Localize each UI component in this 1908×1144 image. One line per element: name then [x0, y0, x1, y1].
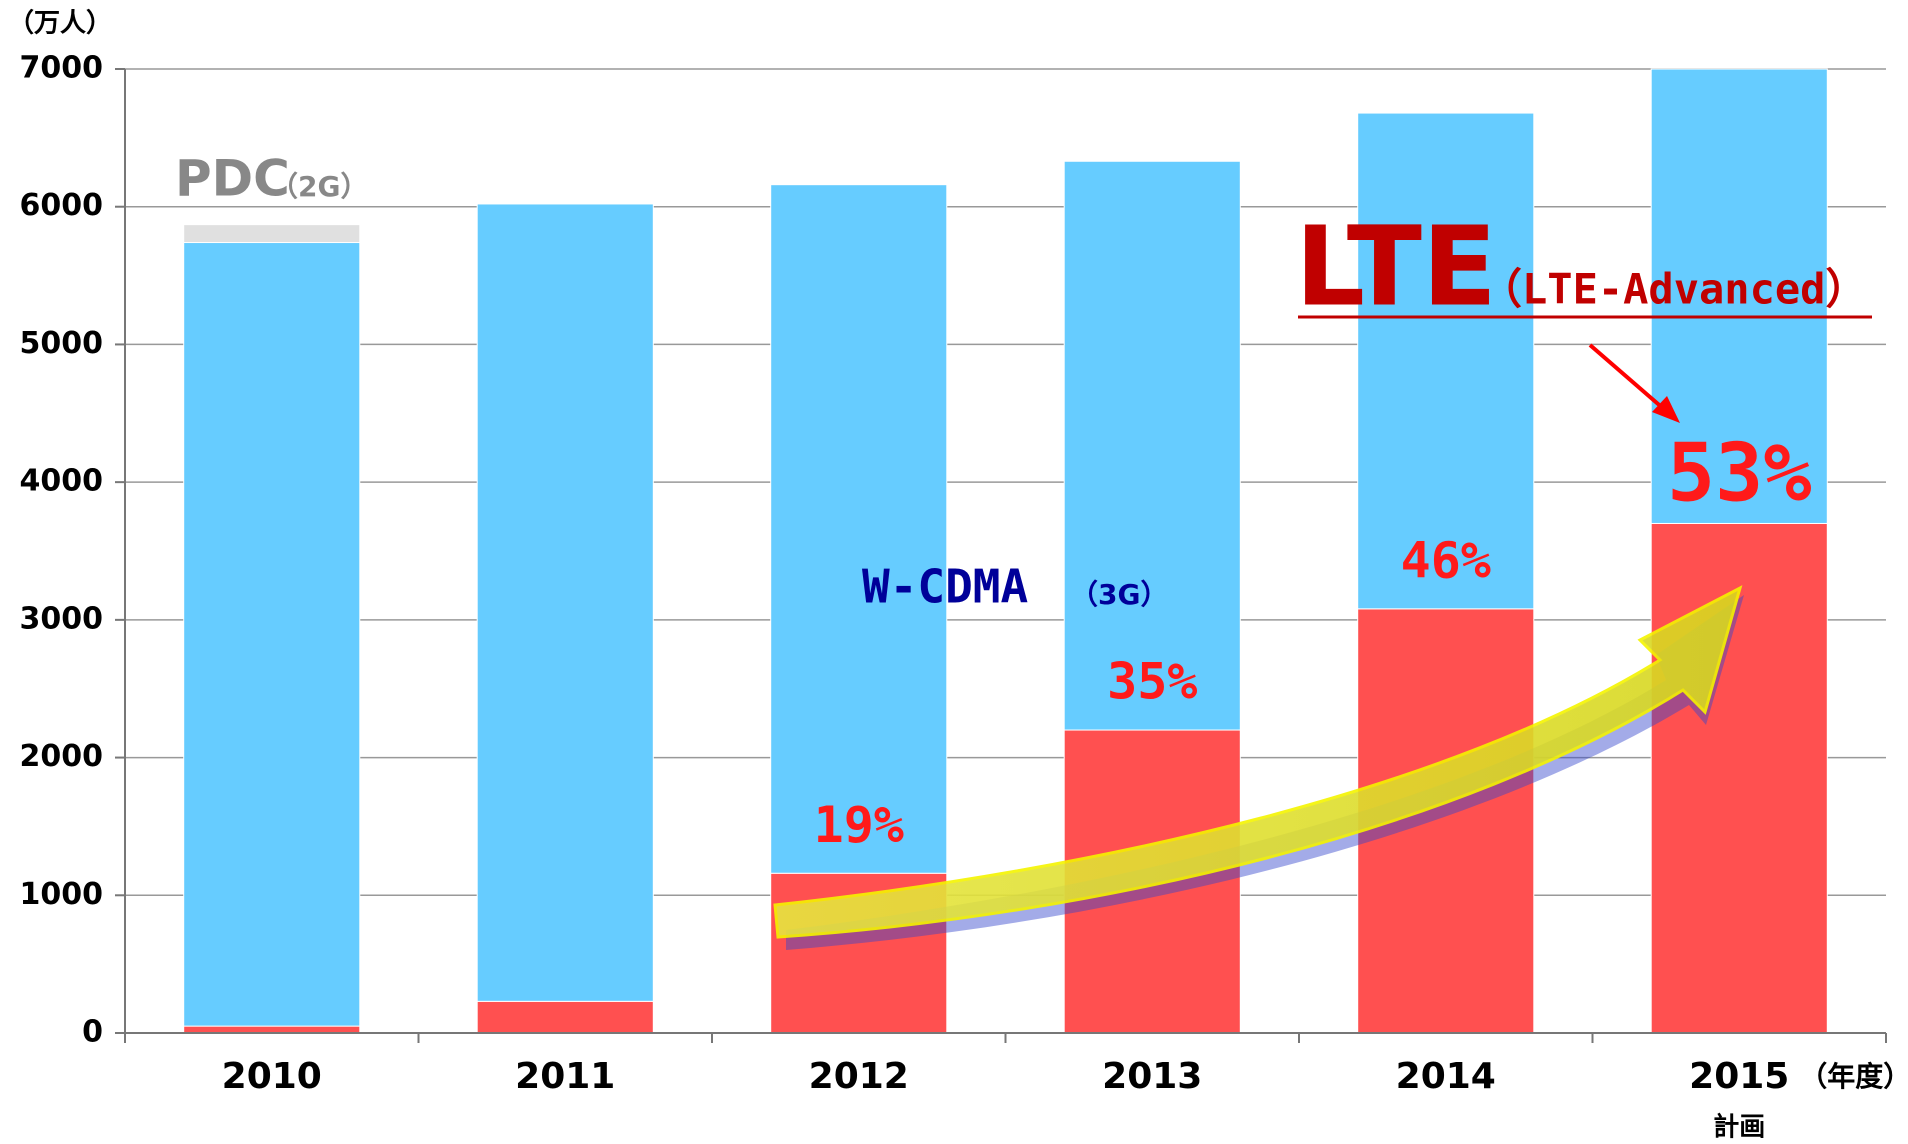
bar-segment [476, 1000, 654, 1034]
share-label: 35% [1107, 653, 1197, 711]
y-tick-label: 7000 [20, 51, 104, 86]
y-tick-label: 6000 [20, 188, 104, 223]
lte-note: （LTE-Advanced） [1480, 265, 1867, 314]
share-label: 19% [814, 796, 904, 854]
y-tick-label: 0 [82, 1015, 103, 1050]
share-label: 46% [1401, 531, 1491, 589]
arrow-shadow [786, 595, 1744, 950]
labels: PDC （2G） W-CDMA （3G） LTE （LTE-Advanced） … [175, 150, 1872, 854]
y-tick-label: 2000 [20, 739, 104, 774]
bars [183, 68, 1828, 1034]
y-tick-label: 4000 [20, 464, 104, 499]
y-tick-label: 5000 [20, 326, 104, 361]
bar-segment [1357, 112, 1535, 610]
bar-segment [770, 184, 948, 874]
y-tick-label: 3000 [20, 601, 104, 636]
wcdma-label: W-CDMA [862, 560, 1028, 614]
x-tick-label: 2010 [222, 1056, 322, 1097]
x-tick-label: 2015 [1689, 1056, 1789, 1097]
bar-segment [183, 242, 361, 1027]
y-tick-label: 1000 [20, 877, 104, 912]
share-label: 53% [1667, 426, 1812, 519]
bar-segment [1063, 160, 1241, 731]
growth-arrow [773, 585, 1743, 939]
wcdma-note: （3G） [1070, 578, 1168, 611]
y-unit: （万人） [8, 9, 112, 39]
bar-segment [1650, 522, 1828, 1034]
lte-pointer [1588, 343, 1667, 412]
bar-segment [183, 224, 361, 244]
bar-segment [183, 1025, 361, 1034]
x-tick-label: 2014 [1396, 1056, 1496, 1097]
pdc-label: PDC [175, 150, 290, 208]
x-tick-label: 2013 [1102, 1056, 1202, 1097]
category-note: 計画 [1713, 1112, 1765, 1143]
x-tick-label: 2012 [809, 1056, 909, 1097]
bar-segment [476, 203, 654, 1002]
x-tick-label: 2011 [515, 1056, 615, 1097]
x-unit: （年度） [1799, 1060, 1908, 1093]
pdc-note: （2G） [270, 170, 368, 203]
lte-label: LTE [1295, 202, 1497, 330]
lte-pointer-head [1652, 396, 1680, 423]
bar-segment [1650, 68, 1828, 524]
